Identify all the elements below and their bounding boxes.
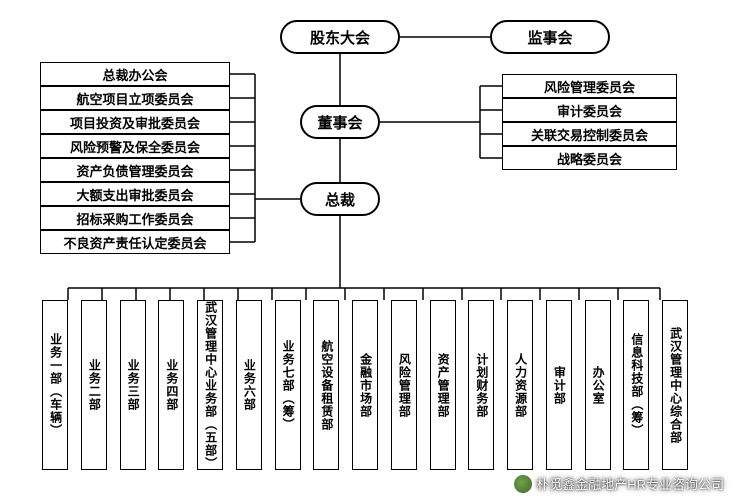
department: 办公室 xyxy=(585,300,611,470)
left-committee: 航空项目立项委员会 xyxy=(40,86,230,110)
department: 审计部 xyxy=(546,300,572,470)
department-label: 航空设备租赁部 xyxy=(320,340,333,431)
node-board: 董事会 xyxy=(300,105,380,139)
department-label: 业务三部 xyxy=(126,359,139,411)
node-president: 总裁 xyxy=(300,182,380,216)
department-label: 业务七部（筹） xyxy=(281,340,294,431)
department: 武汉管理中心综合部 xyxy=(662,300,688,470)
left-committee: 风险预警及保全委员会 xyxy=(40,134,230,158)
department: 风险管理部 xyxy=(391,300,417,470)
node-supervisors: 监事会 xyxy=(490,20,610,54)
department: 业务七部（筹） xyxy=(275,300,301,470)
watermark: 朴觅鑫金融地产HR专业咨询公司 xyxy=(514,474,724,493)
left-committee: 总裁办公会 xyxy=(40,62,230,86)
department: 业务二部 xyxy=(81,300,107,470)
label: 监事会 xyxy=(527,27,572,48)
department: 计划财务部 xyxy=(468,300,494,470)
department-label: 金融市场部 xyxy=(358,353,371,418)
department: 业务六部 xyxy=(236,300,262,470)
department-label: 资产管理部 xyxy=(436,353,449,418)
department: 武汉管理中心业务部（五部） xyxy=(197,300,223,470)
wechat-icon xyxy=(514,475,532,493)
department-label: 业务四部 xyxy=(165,359,178,411)
department: 航空设备租赁部 xyxy=(313,300,339,470)
department: 人力资源部 xyxy=(507,300,533,470)
department-label: 风险管理部 xyxy=(397,353,410,418)
node-shareholders: 股东大会 xyxy=(280,20,400,54)
department: 信息科技部（筹） xyxy=(623,300,649,470)
department: 资产管理部 xyxy=(430,300,456,470)
label: 总裁 xyxy=(325,189,355,210)
left-committee: 大额支出审批委员会 xyxy=(40,182,230,206)
right-committee: 战略委员会 xyxy=(502,146,677,170)
right-committee: 风险管理委员会 xyxy=(502,74,677,98)
label: 股东大会 xyxy=(310,27,370,48)
department: 业务四部 xyxy=(158,300,184,470)
department-label: 信息科技部（筹） xyxy=(630,333,643,437)
watermark-text: 朴觅鑫金融地产HR专业咨询公司 xyxy=(536,474,724,493)
department-label: 武汉管理中心业务部（五部） xyxy=(203,301,216,469)
department-label: 人力资源部 xyxy=(513,353,526,418)
department-label: 审计部 xyxy=(552,366,565,405)
department-label: 武汉管理中心综合部 xyxy=(668,327,681,444)
department: 业务三部 xyxy=(120,300,146,470)
left-committee: 资产负债管理委员会 xyxy=(40,158,230,182)
left-committee: 项目投资及审批委员会 xyxy=(40,110,230,134)
left-committee: 不良资产责任认定委员会 xyxy=(40,230,230,254)
department: 业务一部（车辆） xyxy=(42,300,68,470)
right-committee: 审计委员会 xyxy=(502,98,677,122)
department-label: 计划财务部 xyxy=(475,353,488,418)
department-label: 业务一部（车辆） xyxy=(48,333,61,437)
department-label: 业务六部 xyxy=(242,359,255,411)
label: 董事会 xyxy=(317,112,362,133)
department-label: 办公室 xyxy=(591,366,604,405)
department: 金融市场部 xyxy=(352,300,378,470)
department-label: 业务二部 xyxy=(87,359,100,411)
right-committee: 关联交易控制委员会 xyxy=(502,122,677,146)
left-committee: 招标采购工作委员会 xyxy=(40,206,230,230)
